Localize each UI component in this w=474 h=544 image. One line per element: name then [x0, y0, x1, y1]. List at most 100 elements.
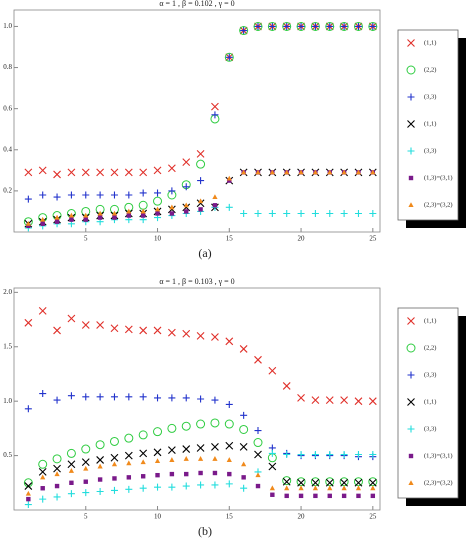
marker-plus [407, 93, 415, 101]
marker-square [313, 493, 318, 499]
y-tick-label: 0.5 [3, 451, 12, 459]
x-tick-label: 15 [226, 235, 234, 243]
marker-plus [240, 27, 248, 35]
marker-plus [326, 210, 334, 217]
marker-circle [196, 159, 206, 169]
marker-plus [67, 191, 75, 199]
marker-plus [369, 451, 377, 458]
marker-x [24, 482, 33, 490]
marker-square [370, 493, 376, 499]
marker-x [297, 478, 305, 487]
marker-x [96, 321, 105, 329]
marker-plus [211, 481, 219, 489]
marker-plus [39, 390, 47, 398]
marker-triangle [68, 468, 75, 473]
marker-plus [39, 191, 47, 199]
marker-plus [139, 393, 147, 401]
marker-square [112, 476, 117, 481]
marker-plus [225, 203, 233, 211]
legend-label: (3,3) [424, 425, 436, 432]
marker-circle [239, 26, 249, 36]
marker-square [126, 213, 132, 218]
legend-label: (3,3) [424, 371, 436, 378]
marker-plus [354, 451, 362, 458]
marker-x [182, 329, 191, 338]
marker-plus [326, 22, 334, 30]
marker-x [254, 355, 262, 364]
marker-plus [283, 451, 291, 458]
marker-x [225, 337, 234, 346]
marker-square [83, 217, 88, 222]
marker-x [153, 166, 162, 175]
marker-plus [297, 210, 305, 217]
marker-square [255, 483, 261, 489]
marker-x [211, 442, 219, 451]
x-tick-label: 10 [154, 513, 162, 521]
marker-triangle [408, 480, 414, 485]
marker-plus [110, 486, 118, 494]
marker-x [239, 442, 248, 451]
marker-plus [268, 22, 276, 30]
marker-square [184, 209, 189, 214]
marker-plus [340, 210, 348, 217]
marker-triangle [212, 456, 218, 461]
marker-circle [253, 438, 263, 448]
marker-x [325, 396, 334, 404]
marker-x [297, 394, 305, 402]
marker-plus [297, 451, 305, 458]
marker-x [167, 164, 176, 173]
marker-circle [282, 21, 292, 31]
marker-x [124, 168, 133, 177]
marker-square [83, 479, 88, 484]
marker-triangle [140, 208, 146, 214]
marker-square [270, 492, 275, 497]
y-tick-label: 0.8 [3, 63, 12, 71]
marker-triangle [183, 202, 189, 208]
marker-circle [339, 21, 349, 31]
marker-plus [24, 405, 32, 413]
marker-x [368, 397, 377, 406]
legend-label: (3,3) [424, 93, 436, 100]
marker-x [38, 306, 47, 315]
marker-triangle [126, 460, 132, 466]
marker-plus [24, 501, 32, 509]
marker-square [408, 453, 414, 459]
marker-x [340, 396, 349, 404]
marker-x [81, 321, 90, 329]
marker-x [167, 446, 176, 455]
marker-triangle [284, 169, 290, 175]
marker-plus [182, 394, 190, 402]
marker-triangle [355, 485, 362, 491]
marker-square [212, 470, 218, 476]
x-tick-label: 20 [298, 513, 306, 521]
y-tick-label: 1.0 [3, 22, 12, 30]
marker-triangle [40, 216, 46, 222]
marker-plus [154, 394, 162, 402]
plot-frame [13, 9, 381, 233]
marker-x [139, 326, 148, 335]
marker-plus [168, 394, 176, 402]
marker-triangle [312, 485, 319, 491]
marker-plus [311, 451, 319, 458]
legend-label: (2,3)=(3,2) [424, 479, 453, 486]
marker-plus [53, 396, 61, 404]
marker-plus [139, 189, 147, 197]
chart-title: α = 1 , β = 0.102 , γ = 0 [159, 0, 234, 8]
legend-box [397, 29, 459, 221]
marker-plus [354, 22, 362, 30]
marker-x [407, 398, 415, 406]
marker-triangle [197, 456, 204, 461]
caption: (b) [198, 524, 212, 538]
marker-x [182, 158, 191, 166]
marker-circle [406, 65, 416, 75]
marker-square [155, 472, 160, 478]
legend-label: (1,1) [424, 120, 436, 127]
marker-circle [325, 21, 335, 31]
marker-plus [311, 22, 319, 30]
marker-x [139, 168, 148, 177]
marker-triangle [269, 485, 275, 491]
y-tick-label: 1.5 [3, 342, 12, 350]
marker-triangle [169, 457, 175, 462]
marker-circle [38, 459, 48, 469]
marker-plus [225, 400, 233, 408]
